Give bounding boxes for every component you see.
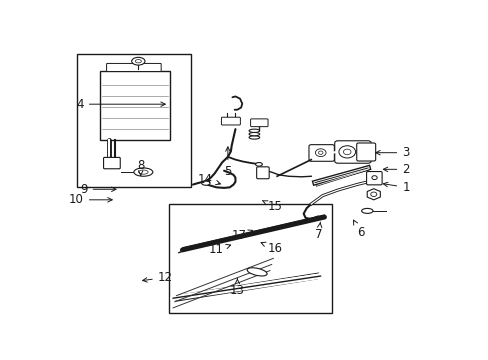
Text: 2: 2: [383, 163, 409, 176]
FancyBboxPatch shape: [221, 117, 240, 125]
Text: 3: 3: [375, 146, 409, 159]
FancyBboxPatch shape: [366, 172, 381, 185]
Text: 14: 14: [197, 172, 220, 185]
Ellipse shape: [248, 136, 259, 139]
FancyBboxPatch shape: [250, 119, 267, 127]
Text: 11: 11: [209, 243, 230, 256]
FancyBboxPatch shape: [256, 167, 268, 179]
Ellipse shape: [248, 129, 259, 132]
Text: 6: 6: [353, 220, 364, 239]
Text: 8: 8: [137, 159, 144, 175]
Text: 10: 10: [69, 193, 112, 206]
Circle shape: [315, 149, 325, 157]
Text: 5: 5: [224, 147, 231, 178]
Text: 9: 9: [80, 183, 116, 196]
Ellipse shape: [135, 59, 141, 63]
Bar: [169, 204, 331, 314]
Text: 7: 7: [314, 222, 322, 240]
FancyBboxPatch shape: [106, 63, 161, 72]
Circle shape: [343, 149, 350, 155]
Ellipse shape: [246, 268, 266, 276]
Ellipse shape: [138, 170, 148, 174]
Text: 13: 13: [229, 279, 244, 297]
Text: 15: 15: [262, 200, 282, 213]
Text: 4: 4: [76, 98, 165, 111]
Circle shape: [318, 151, 323, 154]
FancyBboxPatch shape: [308, 145, 334, 161]
Text: 1: 1: [383, 181, 409, 194]
FancyBboxPatch shape: [334, 141, 370, 163]
Circle shape: [338, 146, 355, 158]
FancyBboxPatch shape: [356, 143, 375, 161]
Ellipse shape: [134, 168, 153, 176]
Ellipse shape: [361, 208, 372, 213]
Ellipse shape: [202, 181, 210, 185]
Ellipse shape: [255, 162, 262, 166]
Ellipse shape: [131, 57, 144, 65]
Circle shape: [370, 192, 376, 197]
Bar: [100, 71, 169, 140]
Circle shape: [371, 176, 376, 180]
FancyBboxPatch shape: [103, 157, 120, 169]
Bar: [77, 54, 190, 187]
Text: 16: 16: [261, 242, 282, 255]
Text: 17: 17: [231, 229, 252, 242]
Text: 12: 12: [142, 271, 172, 284]
Ellipse shape: [248, 132, 259, 136]
